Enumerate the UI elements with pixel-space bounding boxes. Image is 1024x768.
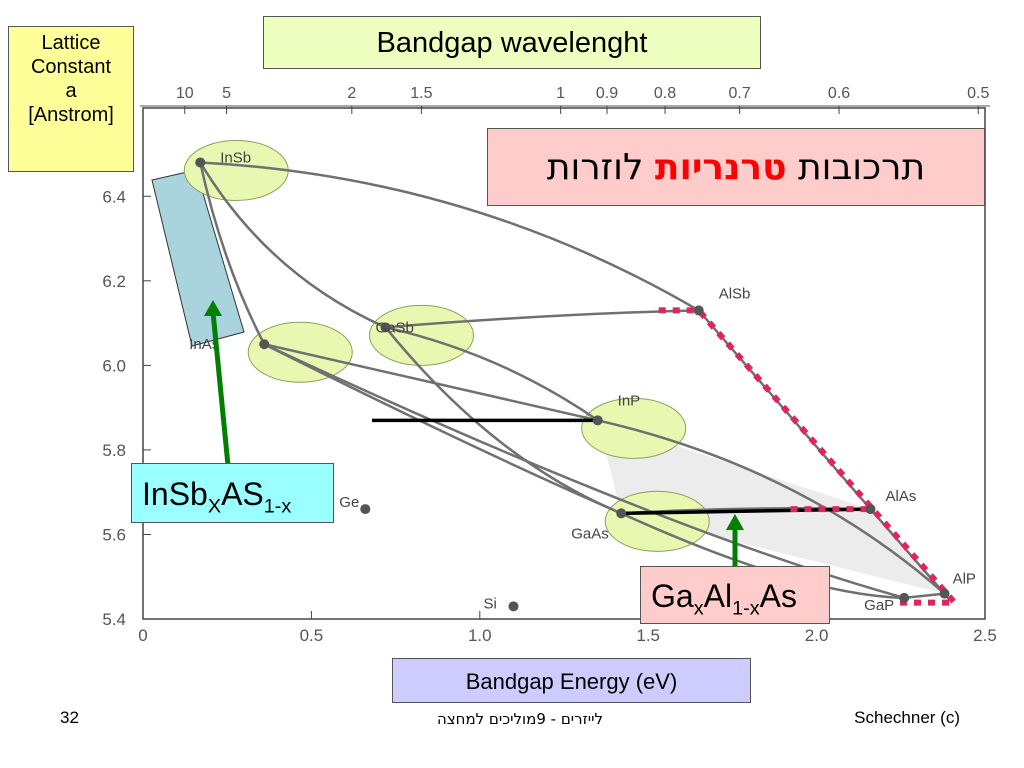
gaalas-arrow-head	[726, 514, 744, 530]
slide-title: Bandgap wavelenght	[263, 16, 761, 69]
point-label: GaP	[864, 597, 894, 614]
label-part: Ga	[651, 578, 694, 614]
x-tick-label: 0	[138, 626, 147, 645]
data-point	[360, 504, 371, 515]
y-tick-label: 6.0	[102, 356, 126, 375]
highlight-ellipse	[368, 304, 474, 366]
top-tick-label: 1.5	[410, 85, 432, 102]
point-label: GaSb	[375, 319, 413, 336]
highlight-ellipse	[604, 490, 710, 552]
label-part: Al	[703, 578, 733, 614]
point-label: GaAs	[571, 525, 609, 542]
hebrew-title-highlight: טרנריות	[654, 147, 787, 188]
top-tick-label: 2	[347, 85, 356, 102]
top-tick-label: 5	[222, 85, 231, 102]
data-point	[592, 415, 603, 426]
y-axis-label-line: a	[65, 80, 77, 102]
x-tick-label: 0.5	[300, 626, 324, 645]
plot-frame	[142, 107, 986, 620]
data-point	[899, 592, 910, 603]
label-part: InSb	[142, 476, 208, 512]
data-point	[616, 508, 627, 519]
data-point	[380, 322, 391, 333]
point-label: InSb	[220, 149, 251, 166]
y-axis-label-line: [Anstrom]	[28, 104, 114, 126]
x-tick-label: 2.0	[805, 626, 829, 645]
y-axis-label-line: Lattice	[41, 32, 101, 54]
point-label: Ge	[339, 494, 359, 511]
point-label: InAs	[189, 336, 219, 353]
alloy-curve	[597, 419, 946, 595]
data-point	[865, 504, 876, 515]
y-tick-label: 5.4	[102, 610, 126, 629]
point-label: AlP	[953, 571, 976, 588]
hebrew-title-post: לוזרות	[546, 147, 644, 188]
data-point	[693, 305, 704, 316]
shaded-region	[597, 420, 945, 594]
insb-alloy-label: InSbXAS1-x	[131, 463, 334, 523]
top-tick-label: 0.7	[728, 85, 750, 102]
y-tick-label: 6.4	[102, 187, 126, 206]
footer-copyright: Schechner (c)	[854, 708, 960, 727]
data-point	[195, 157, 206, 168]
hebrew-title: תרכובות טרנריות לוזרות	[487, 128, 985, 206]
insb-arrow-head	[204, 300, 222, 316]
y-axis-label: Lattice Constant a [Anstrom]	[8, 26, 134, 172]
top-tick-label: 1	[556, 85, 565, 102]
slide-number: 32	[60, 708, 79, 727]
label-part: As	[759, 578, 797, 614]
data-point	[939, 588, 950, 599]
point-label: AlAs	[885, 488, 916, 505]
point-label: AlSb	[719, 285, 751, 302]
y-axis-label-line: Constant	[30, 56, 112, 78]
x-tick-label: 1.5	[636, 626, 660, 645]
alloy-curve	[904, 592, 945, 600]
footer-course-title: לייזרים - 9מוליכים למחצה	[436, 710, 604, 728]
y-tick-label: 5.6	[102, 525, 126, 544]
alloy-curve	[384, 326, 622, 515]
label-part: 1-x	[732, 597, 760, 620]
alloy-curve	[199, 161, 387, 329]
gaas-lattice-line	[621, 507, 871, 516]
label-part: X	[207, 495, 222, 518]
label-part: x	[693, 597, 704, 620]
label-part: 1-x	[263, 495, 292, 518]
x-tick-label: 2.5	[973, 626, 997, 645]
data-point	[259, 339, 270, 350]
top-tick-label: 0.6	[828, 85, 850, 102]
alloy-curve	[385, 326, 599, 422]
point-label: Si	[483, 595, 496, 612]
alloy-curve	[200, 161, 700, 312]
hebrew-title-pre: תרכובות	[798, 147, 926, 188]
alloy-curve	[263, 343, 905, 600]
x-axis-label: Bandgap Energy (eV)	[392, 658, 751, 703]
y-tick-label: 6.2	[102, 272, 126, 291]
y-tick-label: 5.8	[102, 441, 126, 460]
dotted-boundary	[658, 307, 962, 606]
top-tick-label: 0.8	[654, 85, 676, 102]
alloy-curve	[199, 162, 266, 345]
point-label: InP	[618, 392, 641, 409]
data-point	[508, 601, 519, 612]
top-tick-label: 0.5	[967, 85, 989, 102]
top-tick-label: 10	[176, 85, 194, 102]
gaalas-alloy-label: GaxAl1-xAs	[640, 566, 830, 624]
x-tick-label: 1.0	[468, 626, 492, 645]
insb-inas-band	[151, 169, 245, 347]
label-part: AS	[221, 476, 264, 512]
top-tick-label: 0.9	[596, 85, 618, 102]
insb-arrow	[210, 311, 233, 487]
alloy-curve	[263, 343, 598, 422]
